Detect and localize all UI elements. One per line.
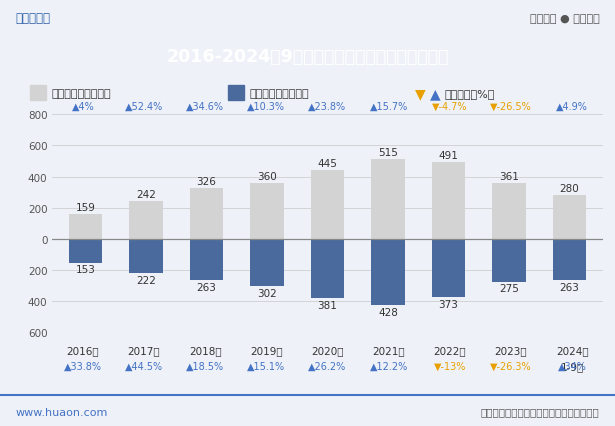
Text: ▲4.9%: ▲4.9%: [556, 102, 588, 112]
Text: 428: 428: [378, 308, 398, 317]
Text: ▼-26.3%: ▼-26.3%: [490, 361, 532, 371]
Bar: [311, 170, 344, 239]
Text: 515: 515: [378, 147, 398, 157]
Text: 华经情报网: 华经情报网: [15, 12, 50, 25]
Text: 2022年: 2022年: [434, 345, 466, 355]
Bar: [371, 239, 405, 305]
Bar: [190, 189, 223, 239]
Bar: [493, 183, 526, 239]
Text: ▼-13%: ▼-13%: [434, 361, 466, 371]
Text: ▼-4.7%: ▼-4.7%: [432, 102, 467, 112]
Text: 280: 280: [560, 184, 579, 194]
Bar: [250, 183, 284, 239]
Bar: [228, 86, 244, 101]
Text: 360: 360: [257, 171, 277, 181]
Text: 2023年: 2023年: [494, 345, 527, 355]
Bar: [250, 239, 284, 286]
Text: ▲26.2%: ▲26.2%: [308, 361, 347, 371]
Text: 2024年: 2024年: [556, 345, 589, 355]
Text: 出口总额（亿美元）: 出口总额（亿美元）: [52, 89, 111, 99]
Text: ▲15.1%: ▲15.1%: [247, 361, 285, 371]
Text: ▲: ▲: [429, 87, 440, 101]
Text: ▲44.5%: ▲44.5%: [125, 361, 163, 371]
Text: 445: 445: [317, 158, 338, 168]
Text: 153: 153: [76, 265, 95, 275]
Text: ▲4%: ▲4%: [71, 102, 94, 112]
Bar: [69, 239, 102, 263]
Bar: [30, 86, 46, 101]
Text: ▲33.8%: ▲33.8%: [64, 361, 102, 371]
Text: ▲23.8%: ▲23.8%: [309, 102, 346, 112]
Text: ▲10.3%: ▲10.3%: [247, 102, 285, 112]
Text: 373: 373: [438, 299, 458, 309]
Text: 数据来源：中国海关，华经产业研究院整理: 数据来源：中国海关，华经产业研究院整理: [481, 407, 600, 417]
Text: 326: 326: [197, 177, 216, 187]
Bar: [432, 239, 465, 297]
Bar: [69, 215, 102, 239]
Text: 302: 302: [257, 288, 277, 298]
Text: ▲34%: ▲34%: [558, 361, 587, 371]
Bar: [190, 239, 223, 280]
Text: ▼: ▼: [415, 87, 426, 101]
Text: ▲34.6%: ▲34.6%: [186, 102, 224, 112]
Text: 242: 242: [136, 190, 156, 200]
Bar: [553, 196, 586, 239]
Text: ▲18.5%: ▲18.5%: [186, 361, 224, 371]
Bar: [493, 239, 526, 282]
Text: 2018年: 2018年: [189, 345, 221, 355]
Text: 专业严谨 ● 客观科学: 专业严谨 ● 客观科学: [530, 14, 600, 24]
Text: 进口总额（亿美元）: 进口总额（亿美元）: [250, 89, 309, 99]
Text: 2016年: 2016年: [66, 345, 99, 355]
Bar: [129, 201, 162, 239]
Text: ▼-26.5%: ▼-26.5%: [490, 102, 532, 112]
Text: ▲52.4%: ▲52.4%: [125, 102, 163, 112]
Bar: [311, 239, 344, 298]
Text: 222: 222: [136, 276, 156, 285]
Text: ▲12.2%: ▲12.2%: [370, 361, 408, 371]
Text: 263: 263: [560, 282, 579, 292]
Text: 361: 361: [499, 171, 519, 181]
Text: 275: 275: [499, 284, 519, 294]
Bar: [371, 159, 405, 239]
Text: 491: 491: [438, 151, 458, 161]
Text: 381: 381: [317, 300, 338, 310]
Text: 159: 159: [76, 203, 95, 213]
Text: 2019年: 2019年: [250, 345, 283, 355]
Text: 同比增速（%）: 同比增速（%）: [445, 89, 495, 99]
Bar: [129, 239, 162, 273]
Text: 2021年: 2021年: [372, 345, 405, 355]
Bar: [432, 163, 465, 239]
Text: 263: 263: [197, 282, 216, 292]
Text: 2016-2024年9月四川省外商投资企业进、出口额: 2016-2024年9月四川省外商投资企业进、出口额: [166, 47, 449, 66]
Text: www.huaon.com: www.huaon.com: [15, 407, 108, 417]
Bar: [553, 239, 586, 280]
Text: 2017年: 2017年: [128, 345, 161, 355]
Text: 2020年: 2020年: [311, 345, 344, 355]
Text: 1-9月: 1-9月: [560, 361, 584, 371]
Text: ▲15.7%: ▲15.7%: [370, 102, 408, 112]
